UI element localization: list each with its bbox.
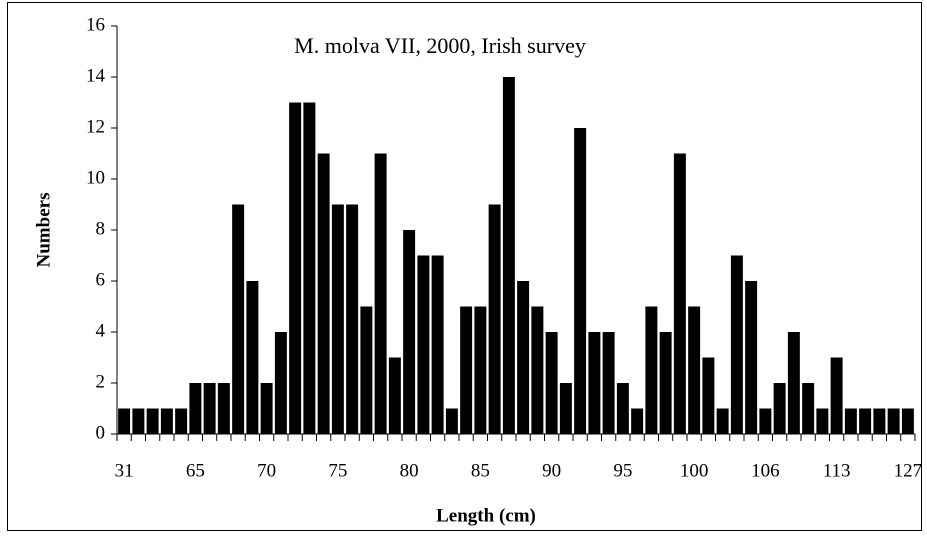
bar [246,281,259,434]
bar [502,77,515,434]
x-tick-label: 127 [894,460,923,481]
bar [160,408,173,434]
bar [645,306,658,434]
bar [730,255,743,434]
x-tick-label: 65 [186,460,205,481]
bar [274,332,287,434]
bar [317,153,330,434]
bar [659,332,672,434]
bar [602,332,615,434]
bar [759,408,772,434]
bar [559,383,572,434]
bar [859,408,872,434]
bar [289,102,302,434]
y-tick-label: 2 [96,371,106,392]
chart-title: M. molva VII, 2000, Irish survey [294,33,586,58]
x-tick-label: 95 [613,460,632,481]
y-tick-label: 16 [86,14,105,35]
x-tick-label: 90 [542,460,561,481]
bar [673,153,686,434]
y-tick-label: 14 [86,65,106,86]
bar [745,281,758,434]
bar [374,153,387,434]
y-tick-label: 10 [86,167,105,188]
bar [688,306,701,434]
bar [331,204,344,434]
x-axis-label: Length (cm) [436,505,536,526]
bar [830,357,843,434]
bar [702,357,715,434]
bar [545,332,558,434]
x-tick-label: 31 [115,460,134,481]
bar [531,306,544,434]
bar [901,408,914,434]
bar [474,306,487,434]
bar [403,230,416,434]
chart-border [7,2,922,531]
bar [844,408,857,434]
bar [816,408,829,434]
bar [802,383,815,434]
bar [118,408,131,434]
x-tick-label: 100 [680,460,709,481]
x-tick-label: 85 [471,460,490,481]
bar [431,255,444,434]
bar [460,306,473,434]
bar [346,204,359,434]
bar [488,204,501,434]
bar [260,383,273,434]
x-tick-label: 70 [257,460,276,481]
x-tick-label: 106 [751,460,780,481]
bar [445,408,458,434]
bar [588,332,601,434]
y-axis-label: Numbers [33,193,54,268]
y-tick-label: 4 [96,320,106,341]
bar [574,128,587,434]
y-tick-label: 12 [86,116,105,137]
bar [217,383,230,434]
bar [517,281,530,434]
bar [388,357,401,434]
bar [232,204,245,434]
bar [417,255,430,434]
bar [303,102,316,434]
bar [873,408,886,434]
y-tick-label: 6 [96,269,106,290]
bar [887,408,900,434]
x-tick-label: 75 [328,460,347,481]
bar [132,408,145,434]
y-tick-label: 0 [96,422,106,443]
bar [631,408,644,434]
x-tick-label: 80 [400,460,419,481]
bar [203,383,216,434]
bar [716,408,729,434]
bar [175,408,188,434]
bar [360,306,373,434]
bar [616,383,629,434]
bar [189,383,202,434]
bar [146,408,159,434]
bar [787,332,800,434]
bar [773,383,786,434]
x-tick-label: 113 [823,460,851,481]
y-tick-label: 8 [96,218,106,239]
